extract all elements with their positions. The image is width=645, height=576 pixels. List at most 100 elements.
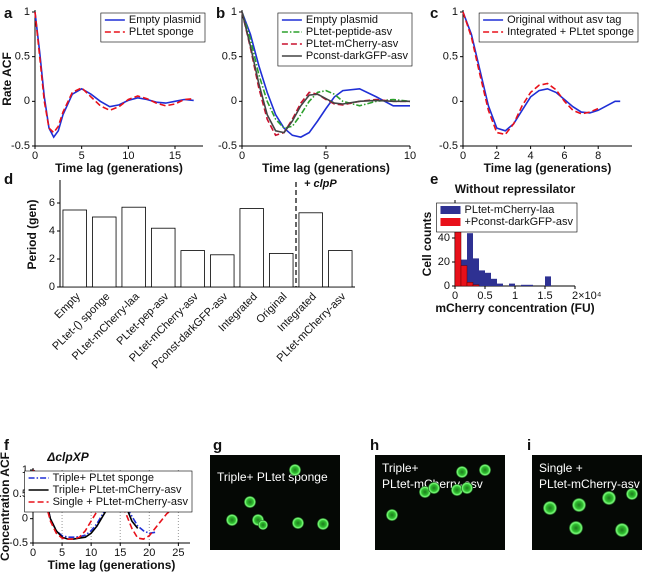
- series-line: [241, 11, 410, 134]
- image-label: Triple+ PLtet sponge: [217, 470, 328, 484]
- y-tick-label: 40: [438, 232, 450, 244]
- histogram-bar: [509, 283, 515, 286]
- legend-label: PLtet-peptide-asv: [306, 26, 393, 38]
- legend-box: [100, 12, 206, 43]
- histogram-bar: [479, 270, 485, 286]
- series-line: [241, 11, 411, 129]
- panel-letter: h: [370, 437, 379, 454]
- x-tick-label: 4: [528, 150, 534, 162]
- bar: [121, 206, 146, 288]
- legend-label: Pconst-darkGFP-asv: [306, 50, 409, 62]
- y-tick-label: -0.5: [218, 140, 237, 152]
- x-tick-label: 2: [494, 150, 500, 162]
- panel-letter: d: [4, 171, 13, 188]
- bar: [151, 227, 176, 288]
- x-tick-label: 15: [169, 150, 181, 162]
- legend-label: PLtet sponge: [129, 26, 194, 38]
- y-tick-label: 6: [49, 197, 55, 209]
- y-tick-label: 0: [22, 513, 28, 525]
- series-line: [34, 11, 194, 134]
- legend-label: Triple+ PLtet-mCherry-asv: [53, 484, 182, 496]
- y-tick-label: 4: [49, 225, 55, 237]
- histogram-bar: [467, 233, 473, 286]
- legend: PLtet-mCherry-laa+Pconst-darkGFP-asv: [436, 202, 578, 233]
- y-tick-label: -0.5: [9, 537, 28, 549]
- bar: [92, 216, 117, 288]
- y-tick-label: 0: [444, 280, 450, 292]
- y-tick-label: 1: [22, 464, 28, 476]
- legend-label: Empty plasmid: [129, 14, 201, 26]
- legend-label: +Pconst-darkGFP-asv: [464, 216, 573, 228]
- y-axis-label: Concentration ACF: [0, 452, 12, 561]
- micrograph-g: g Triple+ PLtet sponge: [210, 437, 340, 550]
- bar: [328, 250, 353, 288]
- histogram-bar: [527, 284, 533, 286]
- x-tick-label: 0: [239, 150, 245, 162]
- micrograph-i: i Single + PLtet-mCherry-asv: [527, 437, 642, 550]
- histogram-bar: [466, 282, 474, 287]
- y-tick-label: 0.5: [443, 51, 458, 63]
- x-tick-label: 10: [122, 150, 134, 162]
- y-axis-label: Rate ACF: [0, 52, 14, 106]
- y-tick-label: 2: [49, 253, 55, 265]
- x-tick-label: 0: [32, 150, 38, 162]
- histogram-bar: [460, 265, 468, 287]
- y-tick-label: 0: [24, 95, 30, 107]
- x-axis-label: Time lag (generations): [55, 161, 183, 175]
- panel-letter: g: [213, 437, 222, 454]
- legend-label: Original without asv tag: [507, 14, 621, 26]
- series-line: [241, 11, 410, 138]
- y-tick-label: 0: [452, 95, 458, 107]
- legend-label: Empty plasmid: [306, 14, 378, 26]
- histogram-bar: [545, 276, 551, 286]
- x-axis-label: mCherry concentration (FU): [435, 301, 594, 315]
- x-axis-label: Time lag (generations): [262, 161, 390, 175]
- image-label: PLtet-mCherry-asv: [539, 477, 640, 491]
- chart-title: Without repressilator: [455, 182, 576, 196]
- x-tick-label: 5: [323, 150, 329, 162]
- bar: [298, 212, 323, 288]
- y-tick-label: 0: [231, 95, 237, 107]
- legend-box: [24, 470, 193, 513]
- y-axis-label: Period (gen): [25, 199, 39, 269]
- x-axis-label: Time lag (generations): [484, 161, 612, 175]
- y-tick-label: 0.5: [15, 51, 30, 63]
- legend-label: Triple+ PLtet sponge: [53, 472, 154, 484]
- histogram-bar: [485, 272, 491, 286]
- panel-letter: c: [430, 5, 438, 22]
- image: [210, 455, 340, 550]
- y-tick-label: 0: [49, 281, 55, 293]
- image-label: Triple+: [382, 461, 419, 475]
- legend-label: PLtet-mCherry-asv: [306, 38, 399, 50]
- x-axis-label: Time lag (generations): [48, 558, 176, 572]
- legend-box: [277, 12, 413, 67]
- image-label: Single +: [539, 461, 583, 475]
- x-tick-label: 10: [85, 547, 97, 559]
- legend-box: [478, 12, 639, 43]
- x-tick-label: 10: [404, 150, 416, 162]
- panel-letter: a: [4, 5, 13, 22]
- y-tick-label: 1: [24, 6, 30, 18]
- chart-title: ΔclpXP: [46, 450, 89, 464]
- y-tick-label: 20: [438, 256, 450, 268]
- panel-letter: f: [4, 437, 10, 454]
- histogram-bar: [521, 284, 527, 286]
- y-tick-label: -0.5: [439, 140, 458, 152]
- panel-letter: i: [527, 437, 531, 454]
- legend: Empty plasmidPLtet-peptide-asvPLtet-mChe…: [277, 12, 413, 67]
- legend-label: Integrated + PLtet sponge: [507, 26, 634, 38]
- panel-letter: b: [216, 5, 225, 22]
- micrograph-h: h Triple+ PLtet-mCherry-asv: [370, 437, 505, 550]
- annotation: + clpP: [304, 178, 337, 190]
- x-tick-label: 0: [460, 150, 466, 162]
- x-tick-label: 5: [79, 150, 85, 162]
- bar: [239, 208, 264, 288]
- legend-label: PLtet-mCherry-laa: [464, 204, 555, 216]
